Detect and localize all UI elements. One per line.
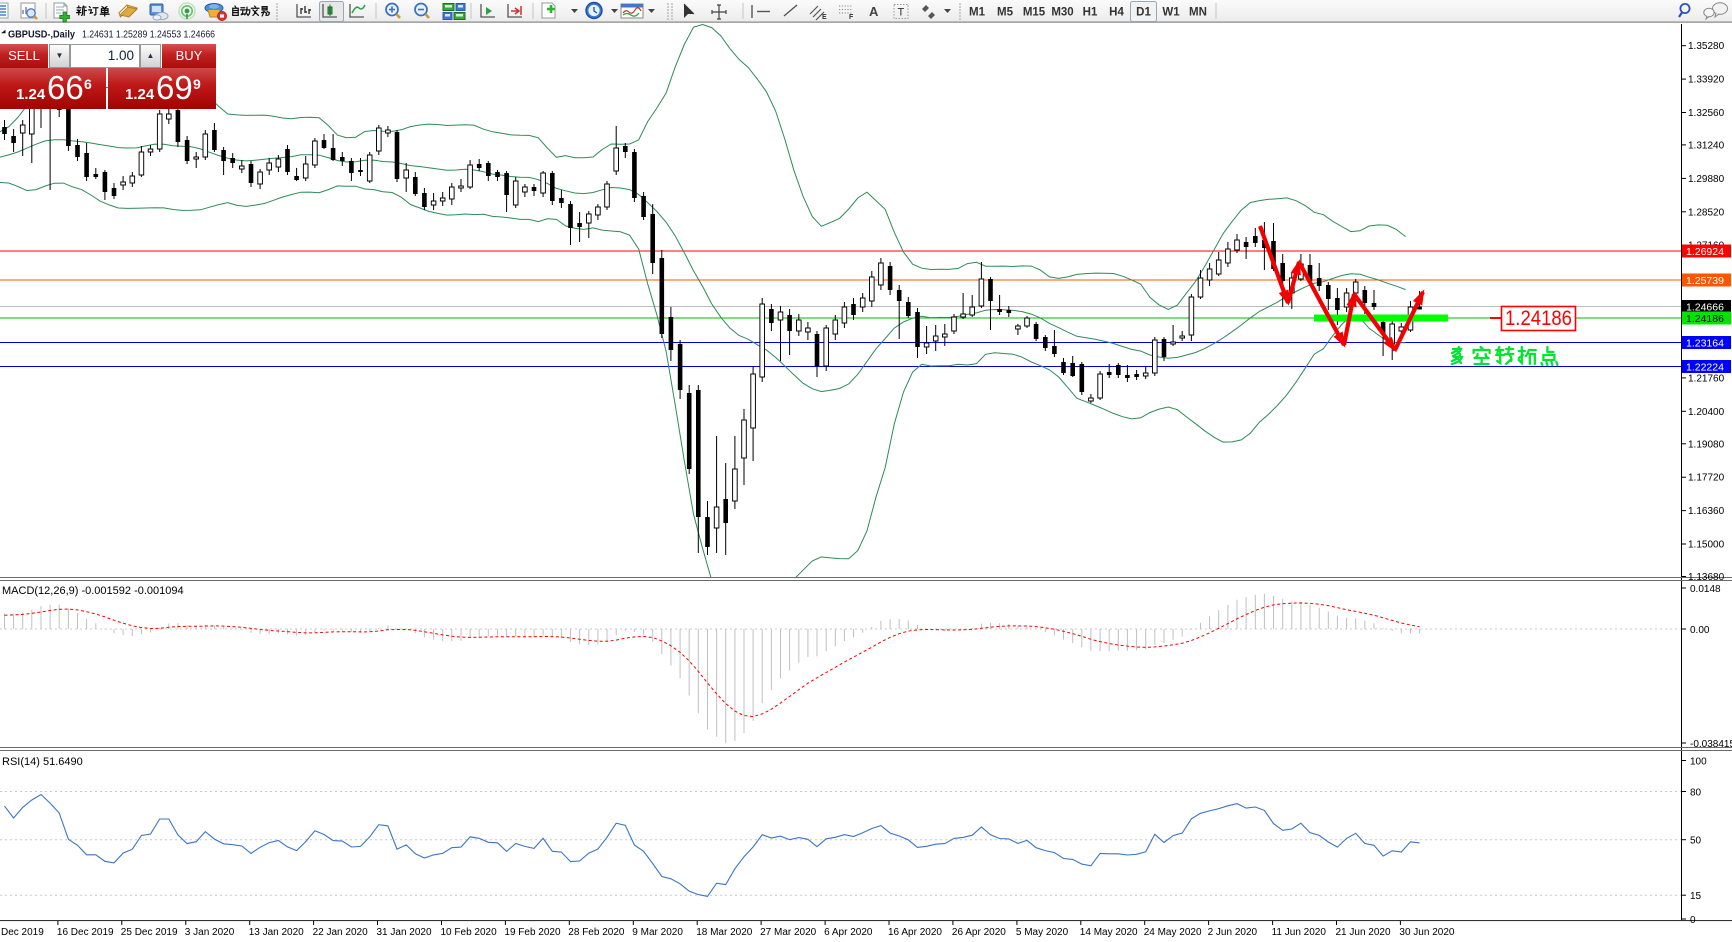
svg-text:1.26924: 1.26924 [1686, 246, 1724, 258]
svg-text:H4: H4 [1109, 7, 1124, 19]
svg-text:1.32560: 1.32560 [1688, 108, 1725, 119]
svg-text:9 Mar 2020: 9 Mar 2020 [632, 927, 683, 938]
svg-text:M1: M1 [969, 7, 986, 19]
svg-text:24 May 2020: 24 May 2020 [1144, 927, 1202, 938]
svg-text:M5: M5 [997, 7, 1014, 19]
svg-text:GBPUSD-,Daily: GBPUSD-,Daily [8, 29, 75, 41]
svg-text:2 Jun 2020: 2 Jun 2020 [1208, 927, 1258, 938]
svg-text:19 Feb 2020: 19 Feb 2020 [504, 927, 561, 938]
svg-text:1.31240: 1.31240 [1688, 140, 1725, 151]
svg-text:1.29880: 1.29880 [1688, 174, 1725, 185]
svg-text:21 Jun 2020: 21 Jun 2020 [1336, 927, 1391, 938]
svg-text:28 Feb 2020: 28 Feb 2020 [568, 927, 625, 938]
svg-text:6 Apr 2020: 6 Apr 2020 [824, 927, 873, 938]
svg-text:D1: D1 [1136, 7, 1151, 19]
svg-text:1.24666: 1.24666 [1686, 301, 1724, 313]
svg-text:A: A [869, 4, 879, 19]
svg-text:W1: W1 [1162, 7, 1180, 19]
svg-text:1.21760: 1.21760 [1688, 373, 1725, 384]
svg-text:1.24631 1.25289 1.24553 1.2466: 1.24631 1.25289 1.24553 1.24666 [82, 29, 215, 41]
svg-text:1.28520: 1.28520 [1688, 207, 1725, 218]
svg-text:1.20400: 1.20400 [1688, 407, 1725, 418]
svg-text:80: 80 [1690, 788, 1702, 799]
svg-text:1.17720: 1.17720 [1688, 473, 1725, 484]
svg-text:30 Jun 2020: 30 Jun 2020 [1399, 927, 1454, 938]
svg-text:16 Apr 2020: 16 Apr 2020 [888, 927, 942, 938]
svg-text:27 Mar 2020: 27 Mar 2020 [760, 927, 817, 938]
svg-text:1.13680: 1.13680 [1688, 572, 1725, 583]
svg-text:M15: M15 [1023, 7, 1046, 19]
svg-text:1.22224: 1.22224 [1686, 361, 1724, 373]
svg-text:11 Jun 2020: 11 Jun 2020 [1272, 927, 1327, 938]
svg-text:-0.038415: -0.038415 [1690, 739, 1732, 750]
svg-text:50: 50 [1690, 836, 1702, 847]
svg-text:1.35280: 1.35280 [1688, 41, 1725, 52]
svg-text:1.25739: 1.25739 [1686, 275, 1724, 287]
svg-text:1.33920: 1.33920 [1688, 75, 1725, 86]
svg-text:15: 15 [1690, 891, 1702, 902]
svg-text:1.24186: 1.24186 [1505, 307, 1572, 330]
svg-text:1.23164: 1.23164 [1686, 337, 1724, 349]
svg-text:3 Jan 2020: 3 Jan 2020 [185, 927, 235, 938]
svg-text:0.0148: 0.0148 [1690, 584, 1721, 595]
svg-text:Dec 2019: Dec 2019 [1, 927, 44, 938]
svg-text:MACD(12,26,9) -0.001592 -0.001: MACD(12,26,9) -0.001592 -0.001094 [2, 585, 184, 597]
svg-text:RSI(14) 51.6490: RSI(14) 51.6490 [2, 756, 83, 768]
svg-text:E: E [822, 14, 827, 21]
svg-text:14 May 2020: 14 May 2020 [1080, 927, 1138, 938]
svg-text:100: 100 [1690, 757, 1707, 768]
svg-text:MN: MN [1189, 7, 1207, 19]
svg-text:22 Jan 2020: 22 Jan 2020 [313, 927, 368, 938]
svg-text:1.15000: 1.15000 [1688, 540, 1725, 551]
svg-text:0.00: 0.00 [1690, 625, 1710, 636]
svg-text:13 Jan 2020: 13 Jan 2020 [249, 927, 304, 938]
svg-text:F: F [849, 14, 854, 21]
svg-text:31 Jan 2020: 31 Jan 2020 [377, 927, 432, 938]
svg-text:1.19080: 1.19080 [1688, 439, 1725, 450]
svg-text:H1: H1 [1083, 7, 1098, 19]
svg-text:26 Apr 2020: 26 Apr 2020 [952, 927, 1006, 938]
svg-text:16 Dec 2019: 16 Dec 2019 [57, 927, 114, 938]
svg-text:10 Feb 2020: 10 Feb 2020 [441, 927, 498, 938]
svg-text:0: 0 [1690, 915, 1696, 926]
svg-text:1.16360: 1.16360 [1688, 506, 1725, 517]
svg-text:25 Dec 2019: 25 Dec 2019 [121, 927, 178, 938]
svg-text:18 Mar 2020: 18 Mar 2020 [696, 927, 753, 938]
svg-text:M30: M30 [1051, 7, 1073, 19]
svg-text:5 May 2020: 5 May 2020 [1016, 927, 1069, 938]
svg-text:1.24186: 1.24186 [1686, 313, 1724, 325]
svg-text:T: T [898, 7, 905, 19]
